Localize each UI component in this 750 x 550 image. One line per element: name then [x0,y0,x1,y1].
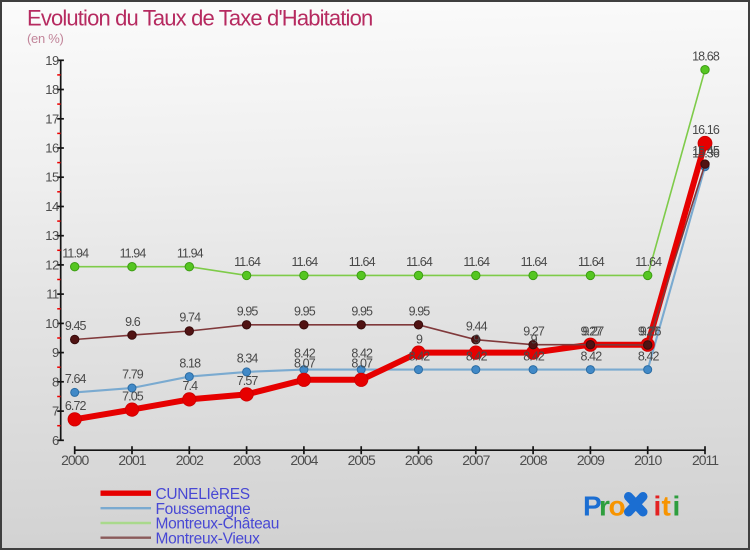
svg-text:8.42: 8.42 [466,349,488,363]
svg-text:8: 8 [52,374,59,389]
svg-text:9.26: 9.26 [640,325,662,339]
svg-text:10: 10 [45,316,59,331]
svg-text:11.64: 11.64 [234,255,261,269]
svg-text:9.27: 9.27 [638,324,660,338]
svg-text:18.68: 18.68 [692,49,720,63]
svg-text:18: 18 [45,82,59,97]
svg-text:8.42: 8.42 [523,349,545,363]
svg-text:7.64: 7.64 [65,372,87,386]
svg-text:Evolution du Taux de Taxe d'Ha: Evolution du Taux de Taxe d'Habitation [27,6,372,31]
svg-text:7.05: 7.05 [122,389,144,403]
svg-text:9: 9 [52,345,59,360]
svg-text:11.64: 11.64 [406,255,433,269]
svg-text:17: 17 [45,111,59,126]
svg-text:8.07: 8.07 [351,356,373,370]
svg-text:6.72: 6.72 [65,399,87,413]
svg-text:9.95: 9.95 [409,305,431,319]
svg-text:2009: 2009 [577,452,605,468]
svg-text:t: t [662,491,671,522]
svg-text:16.16: 16.16 [692,123,720,137]
svg-text:9.27: 9.27 [581,324,603,338]
svg-text:Montreux-Vieux: Montreux-Vieux [156,530,261,547]
svg-text:14: 14 [45,199,59,214]
svg-text:i: i [654,491,662,522]
svg-text:2008: 2008 [520,452,548,468]
svg-text:2000: 2000 [61,452,89,468]
svg-text:7.4: 7.4 [182,379,198,393]
svg-text:9.95: 9.95 [237,305,259,319]
svg-text:2002: 2002 [176,452,204,468]
svg-text:8.42: 8.42 [581,349,603,363]
svg-text:8.07: 8.07 [294,356,316,370]
svg-text:2007: 2007 [462,452,490,468]
svg-text:9.27: 9.27 [523,324,545,338]
svg-text:12: 12 [45,257,59,272]
svg-text:CUNELIèRES: CUNELIèRES [156,486,250,503]
svg-text:11.64: 11.64 [291,255,318,269]
svg-text:Foussemagne: Foussemagne [156,501,251,518]
svg-text:16: 16 [45,141,59,156]
svg-text:8.42: 8.42 [351,347,373,361]
svg-text:2004: 2004 [290,452,318,468]
svg-text:2011: 2011 [692,452,719,468]
svg-text:11.64: 11.64 [463,255,490,269]
svg-text:Montreux-Château: Montreux-Château [156,516,280,533]
svg-text:11.94: 11.94 [62,246,89,260]
svg-text:2003: 2003 [233,452,261,468]
svg-text:15: 15 [45,170,59,185]
svg-text:7.79: 7.79 [122,368,144,382]
svg-text:11: 11 [46,287,59,302]
svg-text:13: 13 [45,228,59,243]
svg-text:9.44: 9.44 [466,319,488,333]
svg-text:8.42: 8.42 [409,349,431,363]
svg-text:11.94: 11.94 [120,246,147,260]
svg-text:9: 9 [473,332,480,346]
svg-text:9.95: 9.95 [351,305,373,319]
svg-text:r: r [599,491,610,522]
svg-text:15.45: 15.45 [692,144,720,158]
svg-text:9.45: 9.45 [65,319,87,333]
svg-text:7: 7 [52,404,59,419]
svg-text:9: 9 [416,332,423,346]
svg-text:11.94: 11.94 [177,246,204,260]
svg-text:6: 6 [52,433,59,448]
svg-text:2010: 2010 [634,452,662,468]
svg-text:19: 19 [45,53,59,68]
svg-text:9.6: 9.6 [125,315,141,329]
svg-text:9.95: 9.95 [294,305,316,319]
svg-text:8.42: 8.42 [294,347,316,361]
svg-text:11.64: 11.64 [578,255,605,269]
svg-text:P: P [583,491,602,522]
svg-text:(en %): (en %) [27,31,64,46]
svg-text:2001: 2001 [118,452,146,468]
svg-text:9.74: 9.74 [179,311,201,325]
svg-text:11.64: 11.64 [521,255,548,269]
svg-text:8.18: 8.18 [179,356,201,370]
svg-text:i: i [673,491,681,522]
svg-text:7.57: 7.57 [237,374,259,388]
svg-text:15.36: 15.36 [692,146,720,160]
svg-text:9.27: 9.27 [583,324,605,338]
svg-text:11.64: 11.64 [635,255,662,269]
svg-text:2006: 2006 [405,452,433,468]
svg-text:11.64: 11.64 [349,255,376,269]
svg-text:9: 9 [531,332,538,346]
svg-text:8.42: 8.42 [638,349,660,363]
svg-text:8.34: 8.34 [237,352,259,366]
svg-text:2005: 2005 [348,452,376,468]
svg-text:o: o [609,491,626,522]
